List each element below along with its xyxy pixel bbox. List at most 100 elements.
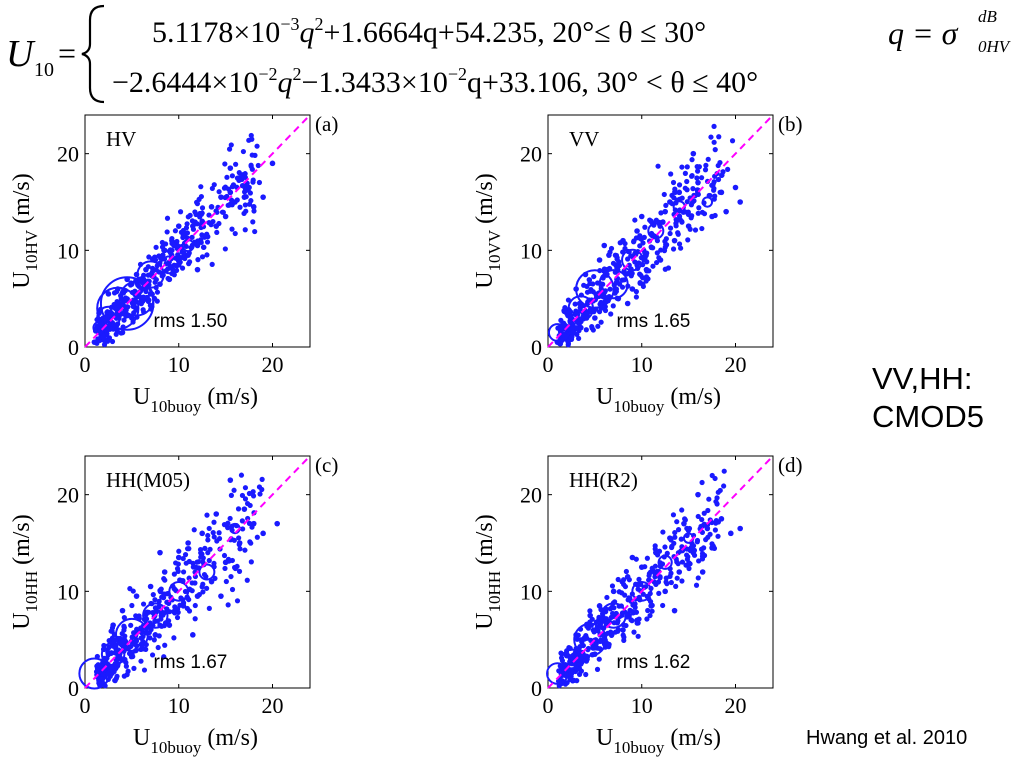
scatter-point xyxy=(172,610,178,616)
scatter-point xyxy=(672,534,678,540)
scatter-point xyxy=(652,543,658,549)
scatter-point xyxy=(159,594,165,600)
scatter-point xyxy=(222,559,229,566)
scatter-point xyxy=(248,559,254,565)
scatter-point xyxy=(641,234,647,240)
scatter-point xyxy=(706,496,712,502)
scatter-point xyxy=(591,273,597,280)
scatter-point xyxy=(146,254,152,260)
scatter-point xyxy=(213,511,220,517)
scatter-point xyxy=(114,650,120,656)
scatter-point xyxy=(250,204,257,210)
scatter-point xyxy=(610,303,616,309)
scatter-point xyxy=(199,218,205,225)
scatter-point xyxy=(601,266,608,272)
formula-q-sup: dB xyxy=(978,7,998,26)
y-axis-label: U10VV (m/s) xyxy=(472,173,504,289)
scatter-point xyxy=(678,536,684,542)
scatter-point xyxy=(685,237,691,243)
scatter-point xyxy=(712,147,718,153)
scatter-point xyxy=(229,586,236,593)
x-tick-label: 10 xyxy=(631,352,653,377)
scatter-point xyxy=(621,634,627,640)
scatter-point xyxy=(119,640,125,646)
scatter-point xyxy=(180,233,187,239)
scatter-point xyxy=(713,498,719,505)
density-circle xyxy=(546,662,569,685)
scatter-point xyxy=(581,282,587,288)
scatter-point xyxy=(191,527,197,533)
scatter-point xyxy=(676,182,683,188)
scatter-point xyxy=(228,142,234,148)
scatter-point xyxy=(597,638,603,644)
scatter-point xyxy=(598,299,604,306)
scatter-point xyxy=(173,560,179,566)
rms-label: rms 1.50 xyxy=(153,311,227,332)
scatter-point xyxy=(709,213,715,220)
scatter-point xyxy=(122,298,128,304)
scatter-point xyxy=(679,219,685,225)
scatter-point xyxy=(699,225,705,232)
scatter-point xyxy=(138,658,144,664)
scatter-point xyxy=(176,548,182,554)
scatter-point xyxy=(613,252,620,259)
scatter-point xyxy=(250,493,257,499)
scatter-point xyxy=(567,676,573,683)
scatter-point xyxy=(663,579,669,585)
scatter-point xyxy=(138,300,145,307)
formula-q-definition: q = σ xyxy=(888,15,959,51)
scatter-point xyxy=(161,247,168,254)
density-circle xyxy=(100,641,126,667)
scatter-point xyxy=(210,530,216,536)
scatter-point xyxy=(620,577,627,583)
scatter-point xyxy=(679,507,685,513)
scatter-point xyxy=(100,676,106,682)
x-axis-label: U10buoy (m/s) xyxy=(596,725,721,757)
scatter-point xyxy=(684,199,690,205)
scatter-point xyxy=(184,546,191,552)
scatter-point xyxy=(629,554,636,561)
scatter-point xyxy=(686,565,692,572)
x-tick-label: 0 xyxy=(80,693,91,718)
scatter-point xyxy=(718,516,725,522)
formula-q-sub: 0HV xyxy=(978,37,1012,56)
scatter-point xyxy=(663,242,669,248)
scatter-point xyxy=(608,311,614,317)
scatter-point xyxy=(242,202,248,208)
scatter-point xyxy=(242,547,248,553)
scatter-point xyxy=(662,544,668,550)
scatter-point xyxy=(185,252,191,258)
scatter-point xyxy=(703,537,709,543)
scatter-point xyxy=(574,636,580,642)
scatter-point xyxy=(260,530,266,537)
scatter-point xyxy=(229,173,235,179)
scatter-point xyxy=(643,278,649,284)
scatter-point xyxy=(637,235,643,241)
scatter-point xyxy=(194,266,201,273)
scatter-point xyxy=(174,614,181,621)
scatter-point xyxy=(654,250,660,256)
scatter-point xyxy=(194,201,201,207)
scatter-point xyxy=(673,223,679,229)
scatter-point xyxy=(238,472,245,478)
scatter-point xyxy=(94,670,101,676)
scatter-point xyxy=(249,166,255,172)
scatter-point xyxy=(684,552,690,558)
scatter-point xyxy=(214,538,220,544)
scatter-point xyxy=(648,218,654,225)
one-to-one-line xyxy=(84,455,311,689)
density-circle xyxy=(142,602,169,629)
scatter-point xyxy=(239,492,246,499)
scatter-point xyxy=(192,219,198,225)
scatter-point xyxy=(161,654,167,660)
x-tick-label: 10 xyxy=(168,693,190,718)
scatter-point xyxy=(711,123,717,129)
scatter-point xyxy=(147,583,154,590)
scatter-point xyxy=(679,578,685,584)
scatter-point xyxy=(174,238,180,245)
scatter-point xyxy=(205,532,211,539)
scatter-point xyxy=(630,601,637,607)
inset-title: HV xyxy=(106,127,136,151)
formula-lhs-sub: 10 xyxy=(34,59,54,81)
